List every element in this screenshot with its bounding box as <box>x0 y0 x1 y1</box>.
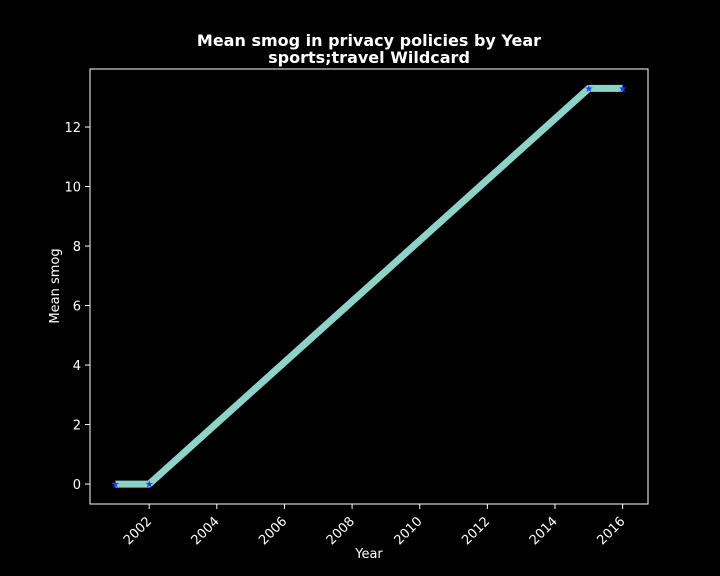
data-point-marker: ★ <box>145 480 154 491</box>
y-tick-label: 0 <box>73 478 81 493</box>
series-layer: ★ ★ ★ ★ <box>111 84 627 491</box>
x-tick-label: 2002 <box>121 514 155 548</box>
y-tick-label: 10 <box>64 181 81 196</box>
data-point-marker: ★ <box>111 480 120 491</box>
y-tick-label: 12 <box>64 121 81 136</box>
x-tick-label: 2016 <box>594 514 628 548</box>
x-tick-label: 2008 <box>324 514 358 548</box>
data-point-marker: ★ <box>618 84 627 95</box>
chart-subtitle: sports;travel Wildcard <box>268 48 470 67</box>
y-tick-label: 4 <box>73 359 81 374</box>
y-axis-label: Mean smog <box>48 248 63 323</box>
series-line <box>115 84 623 488</box>
x-tick-label: 2012 <box>459 514 493 548</box>
y-tick-label: 2 <box>73 419 81 434</box>
chart-title: Mean smog in privacy policies by Year <box>197 31 541 50</box>
plot-area-frame <box>89 68 649 505</box>
y-axis: 0 2 4 6 8 10 12 <box>64 121 90 493</box>
x-tick-label: 2004 <box>189 514 223 548</box>
x-axis-label: Year <box>354 547 383 562</box>
x-tick-label: 2006 <box>256 514 290 548</box>
x-tick-label: 2014 <box>527 514 561 548</box>
data-point-marker: ★ <box>584 84 593 95</box>
x-axis: 2002 2004 2006 2008 2010 2012 2014 2016 <box>121 504 628 548</box>
y-tick-label: 6 <box>73 300 81 315</box>
y-tick-label: 8 <box>73 240 81 255</box>
x-tick-label: 2010 <box>392 514 426 548</box>
